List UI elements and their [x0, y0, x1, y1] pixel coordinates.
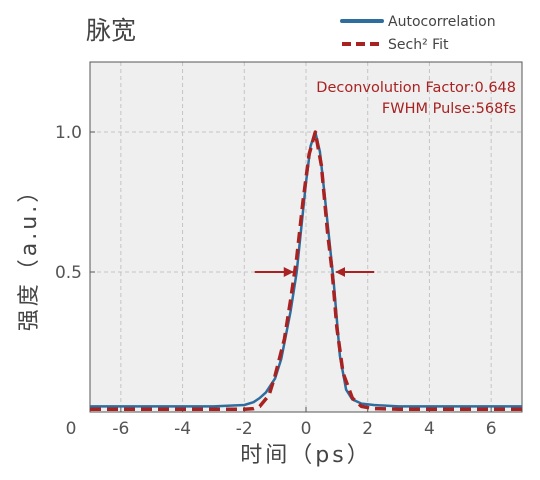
- annotation-0: Deconvolution Factor:0.648: [316, 80, 516, 96]
- legend-label-1: Sech² Fit: [388, 37, 449, 53]
- x-axis-label: 时间（ps）: [240, 443, 371, 468]
- x-tick-label: -4: [174, 419, 191, 439]
- x-tick-label: 4: [424, 419, 435, 439]
- annotation-1: FWHM Pulse:568fs: [382, 101, 516, 117]
- y-axis-label: 强度（a.u.）: [17, 178, 42, 331]
- legend-label-0: Autocorrelation: [388, 14, 496, 30]
- series-line-0: [90, 130, 522, 408]
- y-tick-label: 1.0: [55, 123, 82, 143]
- chart-title: 脉宽: [86, 16, 136, 45]
- series-line-1: [90, 130, 522, 411]
- y-tick-label: 0.5: [55, 263, 82, 283]
- y-tick-label: 0: [66, 419, 77, 439]
- x-tick-label: -2: [236, 419, 253, 439]
- x-tick-label: 2: [362, 419, 373, 439]
- x-tick-label: 0: [301, 419, 312, 439]
- x-tick-label: 6: [486, 419, 497, 439]
- x-tick-label: -6: [112, 419, 129, 439]
